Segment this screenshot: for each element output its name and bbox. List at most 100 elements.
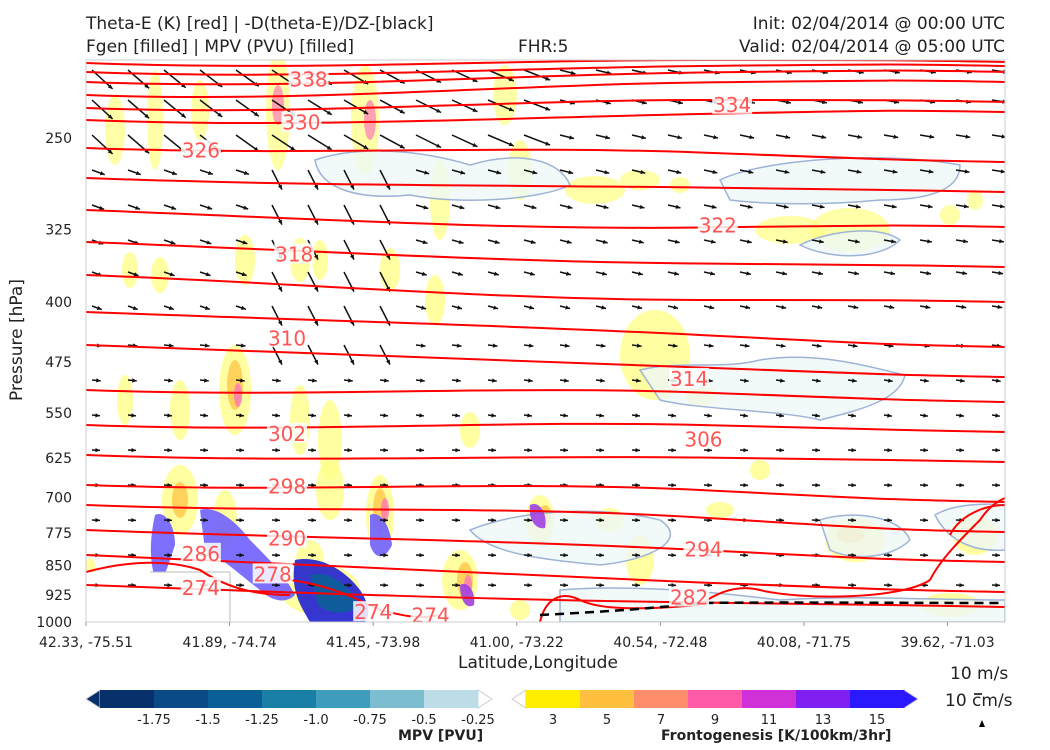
wind-vector-head xyxy=(781,305,787,310)
mpv-color-swatch xyxy=(370,690,425,708)
wind-vector-head xyxy=(821,134,827,139)
wind-vector-head xyxy=(671,413,676,418)
wind-vector-head xyxy=(893,134,899,139)
wind-vector-head xyxy=(455,448,460,453)
theta-e-contour-label: 290 xyxy=(268,527,306,551)
wind-vector-head xyxy=(599,553,604,558)
wind-vector-head xyxy=(707,483,712,488)
wind-vector-head xyxy=(419,448,424,453)
wind-vector-head xyxy=(744,343,750,348)
contour-label-bg xyxy=(281,111,322,132)
wind-vector-head xyxy=(1000,169,1005,174)
wind-vector-head xyxy=(348,378,353,383)
theta-e-contour xyxy=(86,69,1005,86)
wind-vector xyxy=(523,69,551,81)
wind-vector-head xyxy=(779,413,784,418)
wind-vector-head xyxy=(527,553,532,558)
wind-vector xyxy=(487,69,515,82)
theta-e-contour-label: 302 xyxy=(268,422,306,446)
theta-e-contour xyxy=(86,344,1005,378)
wind-vector-head xyxy=(995,518,1000,523)
wind-vector-head xyxy=(347,518,352,523)
mpv-colorbar-label: -1.75 xyxy=(137,713,171,728)
theta-e-contour xyxy=(86,177,1005,193)
wind-vector-head xyxy=(350,254,354,260)
wind-vector-head xyxy=(419,518,424,523)
wind-vector-head xyxy=(95,413,100,418)
wind-vector-head xyxy=(563,378,569,383)
wind-vector-head xyxy=(964,169,970,174)
wind-vector-head xyxy=(436,108,442,113)
wind-vector-head xyxy=(168,305,174,310)
wind-vector-head xyxy=(677,135,683,140)
fgen-color-swatch xyxy=(526,690,581,708)
wind-vector-head xyxy=(637,305,643,310)
wind-vector-head xyxy=(780,343,786,348)
wind-vector-head xyxy=(290,146,296,151)
theta-e-contour xyxy=(86,311,1005,348)
wind-vector-head xyxy=(749,134,755,140)
wind-vector-head xyxy=(383,583,388,588)
vector-key-horizontal: 10 m/s xyxy=(950,664,1009,684)
wind-vector-head xyxy=(671,448,676,453)
theta-e-contour-label: 294 xyxy=(684,538,722,562)
wind-vector-head xyxy=(959,448,964,453)
wind-vector-head xyxy=(455,413,460,418)
wind-vector-head xyxy=(671,518,676,523)
wind-vector-head xyxy=(527,518,532,523)
fgen-colorbar-label: 7 xyxy=(657,713,665,728)
wind-vector-head xyxy=(887,413,892,418)
wind-vector-head xyxy=(601,271,607,276)
wind-vector-head xyxy=(472,142,478,147)
wind-vector-head xyxy=(853,304,859,310)
wind-vector-head xyxy=(239,413,244,418)
wind-vector-head xyxy=(239,583,244,588)
wind-vector-head xyxy=(311,553,316,558)
y-tick-label: 775 xyxy=(45,526,72,542)
wind-vector-head xyxy=(563,583,568,588)
wind-vector-head xyxy=(815,378,821,383)
wind-vector-head xyxy=(457,271,463,276)
wind-vector-head xyxy=(995,413,1000,418)
wind-vector-head xyxy=(671,483,676,488)
wind-vector-head xyxy=(568,170,574,175)
wind-vector-head xyxy=(815,448,820,453)
wind-vector-head xyxy=(420,343,426,348)
wind-vector-head xyxy=(641,135,647,140)
wind-vector-head xyxy=(747,204,753,209)
y-tick-label: 1000 xyxy=(36,615,72,631)
theta-e-contour xyxy=(86,389,1005,403)
wind-vector-head xyxy=(133,272,139,277)
wind-vector-head xyxy=(107,114,113,119)
wind-vector-head xyxy=(603,204,609,210)
mpv-color-swatch xyxy=(316,690,371,708)
wind-vector-head xyxy=(851,553,856,558)
wind-vector-head xyxy=(240,305,246,310)
wind-vector-head xyxy=(748,169,754,174)
wind-vector-head xyxy=(783,204,789,209)
wind-vector-head xyxy=(241,272,247,277)
wind-vector-head xyxy=(671,583,676,588)
wind-vector xyxy=(343,134,369,150)
wind-vector-head xyxy=(963,204,969,209)
wind-vector-head xyxy=(785,134,791,140)
wind-vector-head xyxy=(243,170,249,175)
wind-vector-head xyxy=(887,448,892,453)
fgen-fill xyxy=(755,216,825,244)
wind-vector-head xyxy=(674,239,680,244)
wind-vector-head xyxy=(779,518,784,523)
contour-label-bg xyxy=(697,214,738,235)
wind-vector-head xyxy=(599,583,604,588)
vector-key-vertical: 10 cm/s xyxy=(945,691,1013,711)
contour-label-bg xyxy=(669,367,710,388)
wind-vector-head xyxy=(275,448,280,453)
wind-vector-head xyxy=(275,553,280,558)
fgen-fill xyxy=(117,375,133,425)
wind-vector-head xyxy=(820,169,826,174)
fgen-fill xyxy=(620,170,660,190)
wind-vector-head xyxy=(640,170,646,175)
x-tick-label: 39.62, -71.03 xyxy=(901,635,995,651)
fgen-color-swatch xyxy=(688,690,743,708)
wind-vector-head xyxy=(707,518,712,523)
wind-vector-head xyxy=(167,518,172,523)
